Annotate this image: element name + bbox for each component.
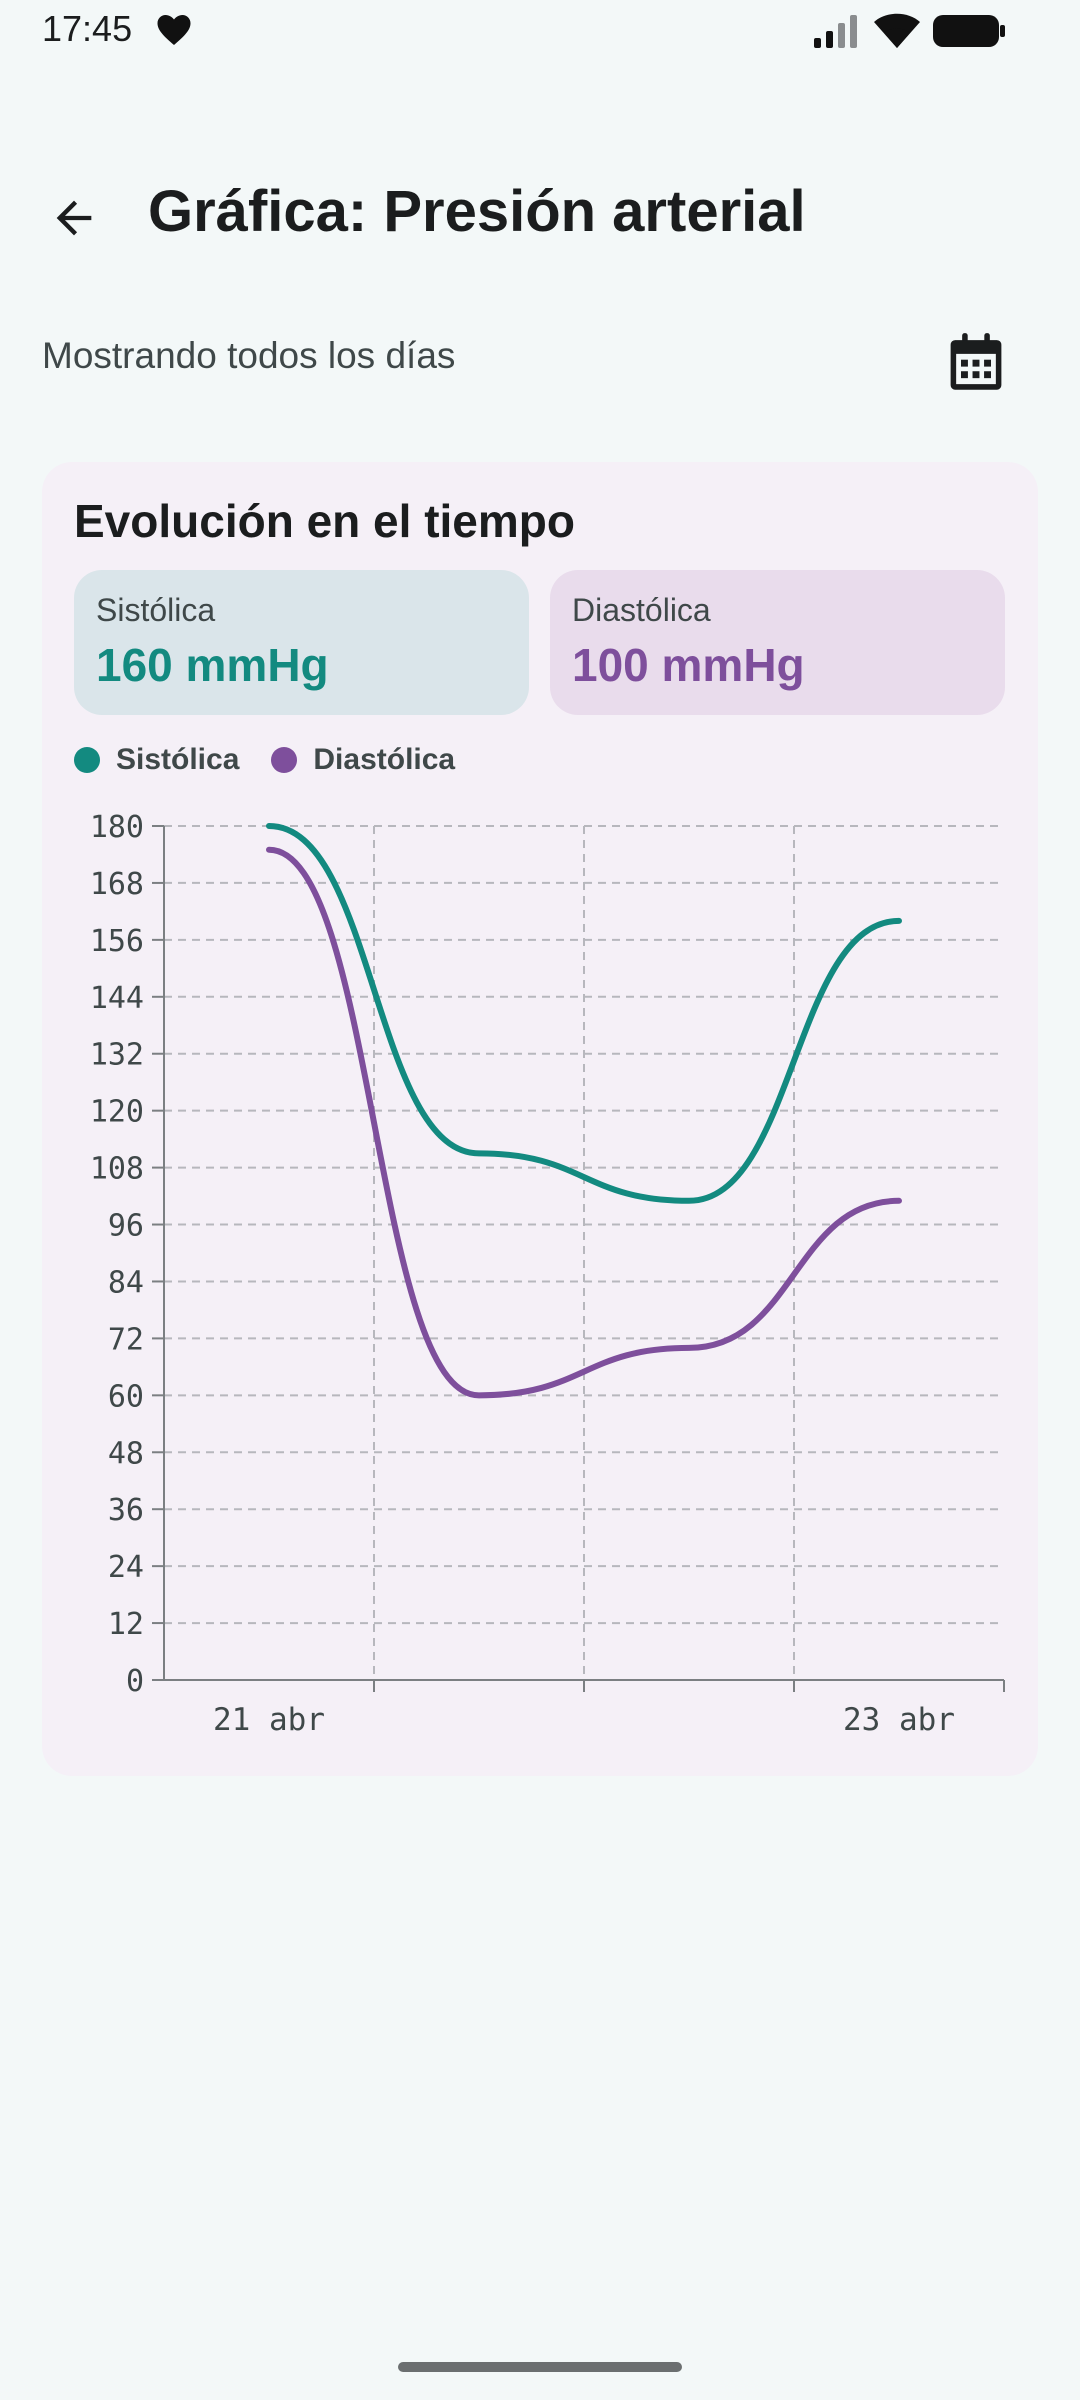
y-tick-label: 156 (90, 924, 144, 959)
diastolic-summary: Diastólica 100 mmHg (550, 570, 1005, 715)
page-title: Gráfica: Presión arterial (148, 179, 806, 244)
y-tick-label: 0 (126, 1664, 144, 1699)
legend-dot-systolic (74, 747, 100, 773)
signal-icon (814, 15, 857, 48)
legend-dot-diastolic (271, 747, 298, 773)
calendar-icon (950, 333, 1002, 390)
battery-icon (933, 15, 1005, 47)
systolic-value: 160 mmHg (96, 639, 329, 691)
diastolic-value: 100 mmHg (572, 639, 805, 691)
wifi-icon (874, 13, 920, 48)
y-tick-label: 24 (108, 1550, 144, 1585)
date-filter-text: Mostrando todos los días (42, 335, 456, 376)
y-tick-label: 96 (108, 1209, 144, 1244)
chart-legend: Sistólica Diastólica (74, 740, 487, 780)
card-title: Evolución en el tiempo (74, 495, 575, 547)
legend-label-systolic: Sistólica (116, 743, 240, 776)
y-tick-label: 60 (108, 1379, 144, 1414)
legend-label-diastolic: Diastólica (313, 743, 456, 776)
back-button[interactable] (36, 180, 112, 256)
calendar-button[interactable] (936, 322, 1016, 402)
x-tick-label: 21 abr (213, 1702, 325, 1738)
y-tick-label: 108 (90, 1152, 144, 1187)
status-bar: 17:45 (0, 0, 1080, 62)
systolic-summary: Sistólica 160 mmHg (74, 570, 529, 715)
status-time: 17:45 (42, 8, 133, 49)
y-tick-label: 120 (90, 1095, 144, 1130)
y-tick-label: 36 (108, 1493, 144, 1528)
y-tick-label: 180 (90, 810, 144, 845)
y-tick-label: 84 (108, 1265, 144, 1300)
series-line-systolic (266, 823, 902, 1204)
home-indicator[interactable] (398, 2362, 682, 2372)
y-tick-label: 72 (108, 1322, 144, 1357)
top-app-bar: Gráfica: Presión arterial (0, 150, 1080, 270)
systolic-label: Sistólica (96, 592, 216, 628)
blood-pressure-line-chart: 0 12 24 36 48 60 72 84 96 108 120 132 144 156 168 180 21… (90, 810, 1005, 1738)
heart-icon (157, 15, 191, 45)
y-tick-label: 144 (90, 981, 144, 1016)
y-tick-label: 12 (108, 1607, 144, 1642)
legend-item-systolic: Sistólica (74, 743, 239, 777)
y-tick-label: 168 (90, 867, 144, 902)
series-line-diastolic (266, 846, 902, 1399)
chart-card: Evolución en el tiempo Sistólica 160 mmH… (42, 462, 1038, 1776)
y-tick-label: 132 (90, 1038, 144, 1073)
y-tick-label: 48 (108, 1436, 144, 1471)
diastolic-label: Diastólica (572, 592, 711, 628)
arrow-back-icon (56, 200, 92, 236)
x-tick-label: 23 abr (843, 1702, 955, 1738)
legend-item-diastolic: Diastólica (271, 743, 455, 777)
